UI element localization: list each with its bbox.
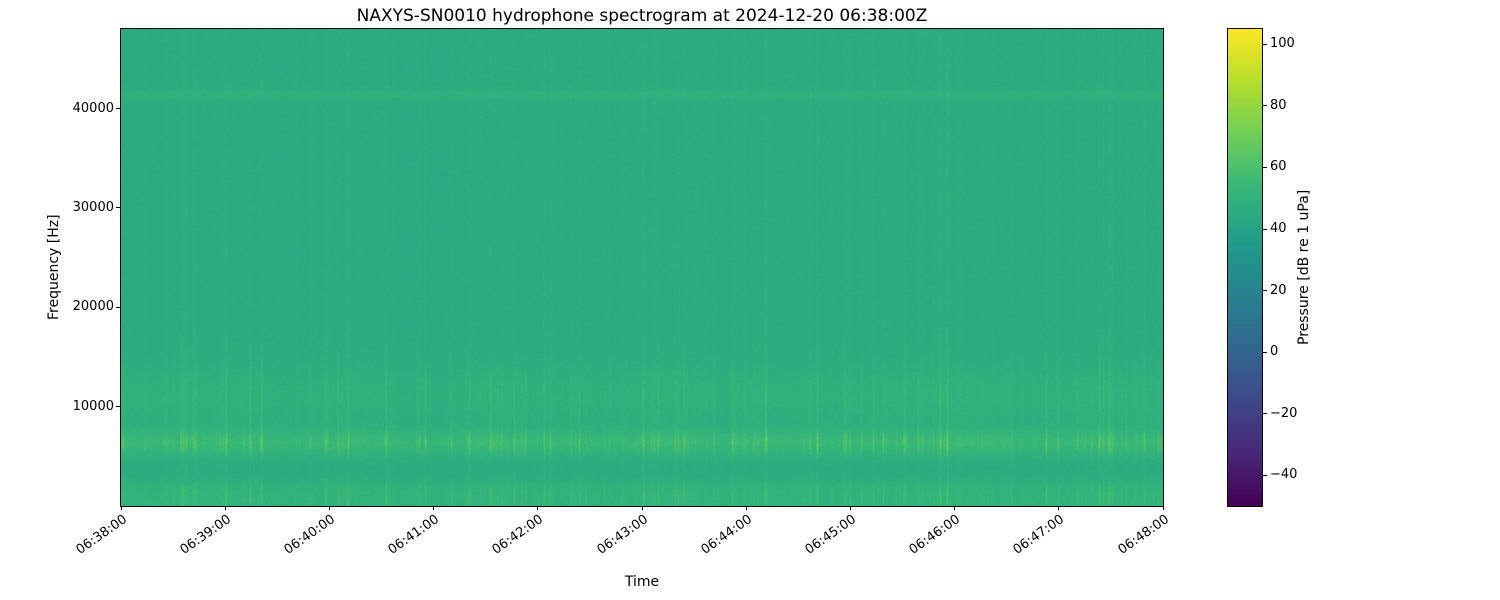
x-tick [849, 506, 851, 510]
x-tick [224, 506, 226, 510]
y-tick [116, 406, 120, 408]
y-tick-label: 20000 [72, 299, 114, 315]
colorbar-tick [1263, 105, 1267, 107]
colorbar-tick [1263, 351, 1267, 353]
plot-title: NAXYS-SN0010 hydrophone spectrogram at 2… [356, 6, 928, 26]
y-tick [116, 306, 120, 308]
x-tick-label-text: 06:48:00 [1115, 512, 1172, 558]
x-tick-label-text: 06:47:00 [1010, 512, 1068, 558]
colorbar-tick [1263, 166, 1267, 168]
colorbar-tick-label: 100 [1270, 36, 1295, 52]
x-tick-label-text: 06:40:00 [281, 512, 338, 558]
x-tick-label-text: 06:45:00 [802, 512, 859, 558]
y-tick-label: 40000 [72, 100, 114, 116]
colorbar-tick [1263, 290, 1267, 292]
x-tick-label-text: 06:39:00 [177, 512, 234, 558]
spectrogram-canvas [121, 29, 1163, 506]
x-tick [1058, 506, 1060, 510]
x-tick [954, 506, 956, 510]
colorbar-tick [1263, 413, 1267, 415]
x-tick-label-text: 06:43:00 [594, 512, 651, 558]
x-tick [328, 506, 330, 510]
x-tick-label-text: 06:41:00 [385, 512, 443, 558]
y-tick-label: 30000 [72, 199, 114, 215]
colorbar-tick-label: 0 [1270, 344, 1279, 360]
colorbar-tick-label: 20 [1270, 282, 1287, 298]
colorbar-tick-label: 40 [1270, 221, 1287, 237]
colorbar-tick-label: 60 [1270, 159, 1287, 175]
x-tick-label-text: 06:42:00 [489, 512, 547, 558]
x-tick [433, 506, 435, 510]
x-tick-label-text: 06:44:00 [698, 512, 755, 558]
x-tick [120, 506, 122, 510]
x-tick [641, 506, 643, 510]
x-tick [1162, 506, 1164, 510]
y-tick [116, 108, 120, 109]
colorbar-tick-label: 80 [1270, 97, 1287, 113]
x-tick [537, 506, 539, 510]
x-tick-label-text: 06:46:00 [906, 512, 964, 558]
colorbar-tick [1263, 228, 1267, 230]
x-tick [745, 506, 747, 510]
colorbar [1227, 28, 1263, 507]
colorbar-canvas [1228, 29, 1262, 506]
x-axis-label: Time [624, 574, 660, 590]
colorbar-label: Pressure [dB re 1 uPa] [1296, 189, 1312, 346]
colorbar-tick [1263, 474, 1267, 476]
colorbar-tick-label: −40 [1270, 467, 1298, 483]
y-tick [116, 207, 120, 209]
y-tick-label: 10000 [72, 398, 114, 414]
colorbar-tick-label: −20 [1270, 405, 1298, 421]
colorbar-tick [1263, 43, 1267, 45]
x-tick-label-text: 06:38:00 [73, 512, 130, 558]
